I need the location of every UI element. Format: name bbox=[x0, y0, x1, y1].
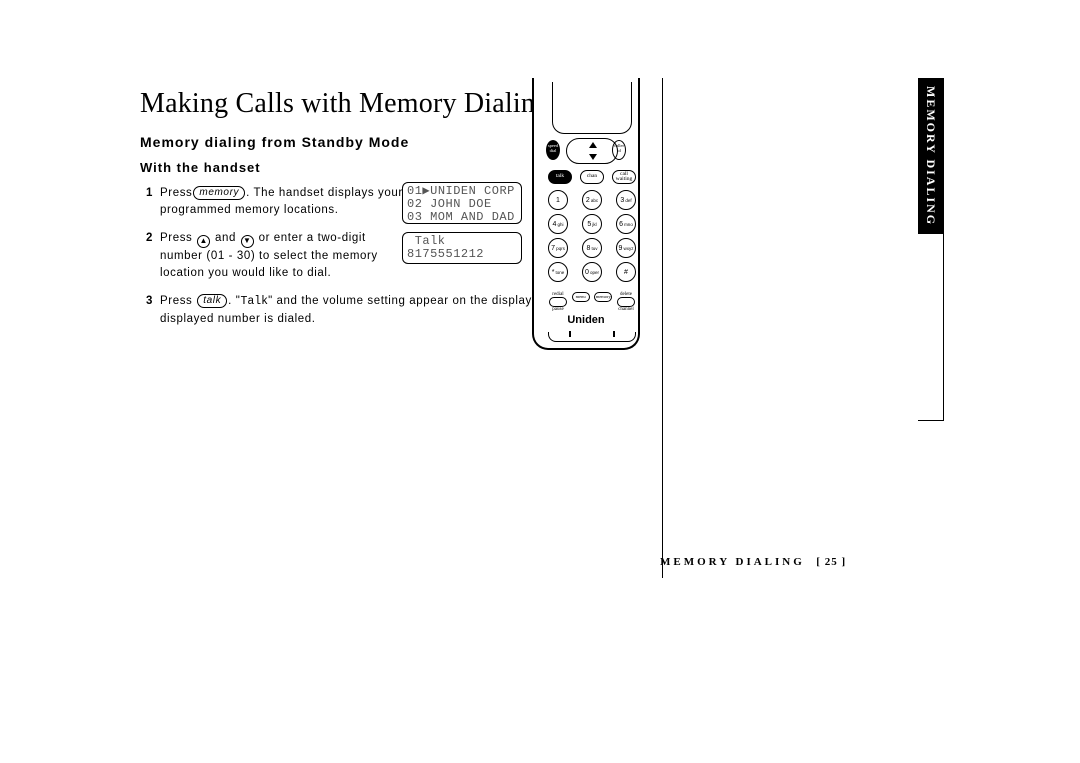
chan-button: chan bbox=[580, 170, 604, 184]
key-talk: talk bbox=[197, 294, 227, 308]
keypad: 1 2abc 3def 4ghi 5jkl 6mno 7pqrs 8tuv 9wxyz *tone… bbox=[548, 190, 636, 286]
lcd-display-2: Talk 8175551212 bbox=[402, 232, 522, 264]
text: Press bbox=[160, 187, 192, 199]
steps-list: 1 Pressmemory. The handset displays your… bbox=[146, 185, 406, 328]
handset-body: speed dial caller id talk chan call wait… bbox=[532, 78, 640, 350]
call-waiting-button: call waiting bbox=[612, 170, 636, 184]
keypad-key: 7pqrs bbox=[548, 238, 568, 258]
keypad-key: *tone bbox=[548, 262, 568, 282]
key-down-icon: ▼ bbox=[241, 235, 254, 248]
step-1: 1 Pressmemory. The handset displays your… bbox=[146, 185, 406, 218]
label: speed dial bbox=[547, 144, 559, 153]
brand-label: Uniden bbox=[534, 314, 638, 326]
keypad-key: 2abc bbox=[582, 190, 602, 210]
keypad-key: 4ghi bbox=[548, 214, 568, 234]
vertical-rule-tab bbox=[943, 78, 944, 420]
handset-screen bbox=[552, 82, 632, 134]
keypad-key: 9wxyz bbox=[616, 238, 636, 258]
bottom-function-row: redialpausemenumemorydeletechannel bbox=[548, 292, 636, 312]
step-text: Pressmemory. The handset displays your p… bbox=[160, 185, 406, 218]
keypad-key: 6mno bbox=[616, 214, 636, 234]
bottom-button: redialpause bbox=[548, 292, 568, 312]
manual-page: MEMORY DIALING Making Calls with Memory … bbox=[0, 0, 1080, 763]
keypad-key: # bbox=[616, 262, 636, 282]
lcd-line: 8175551212 bbox=[407, 247, 484, 261]
nav-pad bbox=[566, 138, 618, 164]
keypad-key: 1 bbox=[548, 190, 568, 210]
bottom-button: memory bbox=[593, 292, 613, 312]
handset-foot bbox=[548, 332, 636, 342]
step-2: 2 Press ▲ and ▼ or enter a two-digit num… bbox=[146, 230, 406, 281]
lcd-line: 01▶UNIDEN CORP bbox=[407, 184, 515, 198]
side-button-left: speed dial bbox=[546, 140, 560, 160]
step-number: 3 bbox=[146, 293, 160, 327]
step-number: 2 bbox=[146, 230, 160, 281]
lcd-line: Talk bbox=[407, 234, 453, 248]
horizontal-rule-tab bbox=[918, 420, 944, 421]
keypad-key: 5jkl bbox=[582, 214, 602, 234]
function-row: talk chan call waiting bbox=[548, 170, 636, 184]
label: caller id bbox=[613, 144, 625, 153]
vertical-rule-main bbox=[662, 78, 663, 578]
bottom-button: menu bbox=[571, 292, 591, 312]
page-footer: MEMORY DIALING [ 25 ] bbox=[660, 556, 846, 568]
text: Press bbox=[160, 295, 196, 307]
key-up-icon: ▲ bbox=[197, 235, 210, 248]
handset-illustration: speed dial caller id talk chan call wait… bbox=[528, 78, 644, 358]
talk-button: talk bbox=[548, 170, 572, 184]
text: . " bbox=[228, 295, 240, 307]
lcd-line: 03 MOM AND DAD bbox=[407, 210, 515, 224]
text: and bbox=[211, 232, 240, 244]
code-text: Talk bbox=[240, 295, 268, 308]
side-tab: MEMORY DIALING bbox=[918, 78, 943, 234]
step-text: Press ▲ and ▼ or enter a two-digit numbe… bbox=[160, 230, 406, 281]
page-number: [ 25 ] bbox=[816, 556, 846, 568]
bottom-button: deletechannel bbox=[616, 292, 636, 312]
step-number: 1 bbox=[146, 185, 160, 218]
key-memory: memory bbox=[193, 186, 245, 200]
lcd-display-1: 01▶UNIDEN CORP 02 JOHN DOE 03 MOM AND DA… bbox=[402, 182, 522, 224]
keypad-key: 8tuv bbox=[582, 238, 602, 258]
lcd-line: 02 JOHN DOE bbox=[407, 197, 492, 211]
keypad-key: 0oper bbox=[582, 262, 602, 282]
text: Press bbox=[160, 232, 196, 244]
side-button-right: caller id bbox=[612, 140, 626, 160]
keypad-key: 3def bbox=[616, 190, 636, 210]
footer-label: MEMORY DIALING bbox=[660, 556, 805, 568]
